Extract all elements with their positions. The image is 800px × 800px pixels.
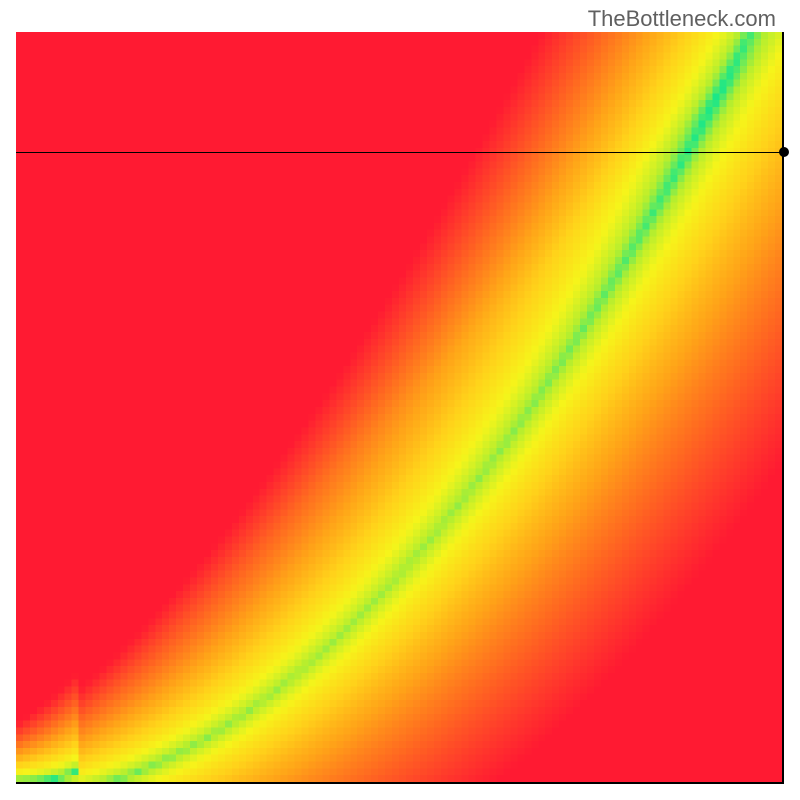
heatmap-canvas bbox=[16, 32, 782, 782]
chart-area bbox=[16, 32, 784, 784]
watermark-text: TheBottleneck.com bbox=[588, 6, 776, 32]
marker-point bbox=[779, 147, 789, 157]
horizontal-guide-line bbox=[16, 152, 784, 153]
heatmap-canvas-wrap bbox=[16, 32, 782, 782]
